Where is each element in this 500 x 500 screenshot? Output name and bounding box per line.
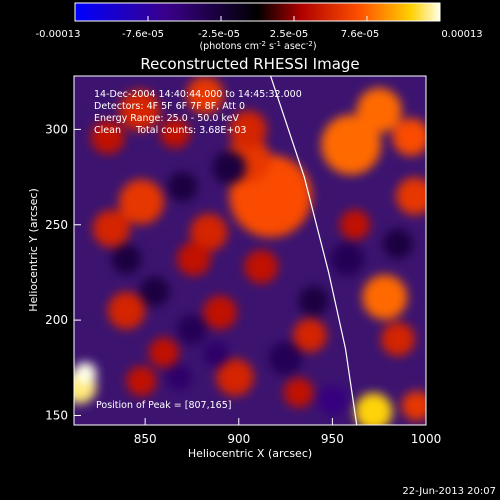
heatmap-blob: [203, 295, 237, 330]
x-tick-label: 850: [134, 432, 157, 446]
colorbar-tick-label: -7.6e-05: [122, 29, 164, 40]
heatmap-blob: [356, 87, 402, 133]
heatmap-blob: [298, 286, 329, 317]
heatmap-blob: [381, 322, 415, 357]
heatmap-blob: [354, 392, 393, 425]
y-axis-label: Heliocentric Y (arcsec): [27, 188, 40, 312]
annotation-clean-counts: Clean Total counts: 3.68E+03: [94, 125, 246, 136]
colorbar-ticks: [74, 16, 441, 21]
heatmap-blob: [176, 242, 211, 276]
heatmap-blob: [293, 318, 327, 353]
y-tick-label: 300: [45, 122, 68, 136]
y-tick-label: 200: [45, 313, 68, 327]
colorbar: [74, 2, 441, 22]
heatmap-blob: [229, 110, 267, 149]
heatmap-blob: [118, 89, 161, 131]
heatmap-blob: [203, 341, 230, 368]
heatmap-blob: [339, 209, 370, 240]
heatmap-blob: [90, 120, 125, 154]
heatmap-blob: [118, 179, 164, 225]
chart-title: Reconstructed RHESSI Image: [140, 55, 359, 73]
x-tick-label: 950: [321, 432, 344, 446]
annotation-energy-range: Energy Range: 25.0 - 50.0 keV: [94, 113, 239, 124]
x-axis-label: Heliocentric X (arcsec): [188, 447, 312, 460]
heatmap-blob: [244, 249, 279, 284]
heatmap-blob: [382, 228, 413, 259]
heatmap-blob: [148, 337, 179, 368]
heatmap-blob: [139, 276, 170, 307]
heatmap-blob: [268, 341, 303, 376]
x-tick-label: 900: [227, 432, 250, 446]
heatmap-blob: [186, 76, 224, 114]
heatmap-blob: [396, 177, 426, 215]
render-date: 22-Jun-2013 20:07: [402, 486, 496, 497]
heatmap-blobs: [74, 76, 426, 425]
y-axis: 150 200 250 300: [45, 122, 81, 422]
heatmap-blob: [111, 244, 142, 275]
heatmap-blob: [401, 390, 426, 421]
heatmap-blob: [126, 366, 157, 397]
heatmap-blob: [176, 314, 207, 345]
heatmap-blob: [283, 377, 314, 408]
heatmap-blob: [212, 150, 247, 185]
colorbar-tick-label: 0.00013: [441, 29, 482, 40]
colorbar-unit-label: (photons cm-2 s-1 asec-2): [199, 40, 316, 52]
colorbar-tick-label: 7.6e-05: [341, 29, 379, 40]
y-tick-label: 150: [45, 408, 68, 422]
plot-frame: [73, 75, 427, 426]
x-axis: 850 900 950 1000: [134, 418, 442, 446]
heatmap-blob: [330, 242, 365, 276]
colorbar-tick-label: -0.00013: [36, 29, 81, 40]
heatmap-blob: [190, 213, 228, 252]
heatmap-blob: [317, 385, 348, 416]
x-tick-label: 1000: [411, 432, 442, 446]
annotation-time-range: 14-Dec-2004 14:40:44.000 to 14:45:32.000: [94, 89, 302, 100]
heatmap-blob: [92, 209, 131, 248]
peak-position-label: Position of Peak = [807,165]: [96, 400, 231, 411]
solar-limb-curve: [270, 76, 358, 425]
heatmap-blob: [74, 362, 97, 385]
heatmap-blob: [216, 358, 254, 397]
heatmap-blob: [321, 114, 382, 175]
heatmap-blob: [167, 171, 198, 202]
heatmap-blob: [362, 274, 408, 320]
heatmap-blob: [392, 118, 426, 156]
annotation-detectors: Detectors: 4F 5F 6F 7F 8F, Att 0: [94, 101, 245, 112]
colorbar-tick-label: 2.5e-05: [270, 29, 308, 40]
heatmap-blob: [160, 118, 191, 149]
heatmap-blob: [107, 291, 146, 330]
colorbar-tick-label: -2.5e-05: [198, 29, 240, 40]
heatmap-blob: [165, 364, 192, 391]
y-tick-label: 250: [45, 218, 68, 232]
